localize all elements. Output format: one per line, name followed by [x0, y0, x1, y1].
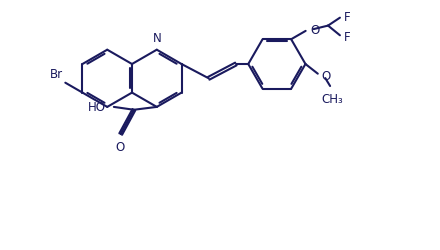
Text: N: N: [152, 32, 161, 45]
Text: Br: Br: [50, 68, 63, 81]
Text: O: O: [116, 140, 125, 153]
Text: F: F: [344, 11, 350, 24]
Text: HO: HO: [88, 101, 106, 114]
Text: O: O: [310, 24, 319, 37]
Text: O: O: [322, 70, 331, 82]
Text: F: F: [344, 30, 350, 44]
Text: CH₃: CH₃: [322, 92, 343, 105]
